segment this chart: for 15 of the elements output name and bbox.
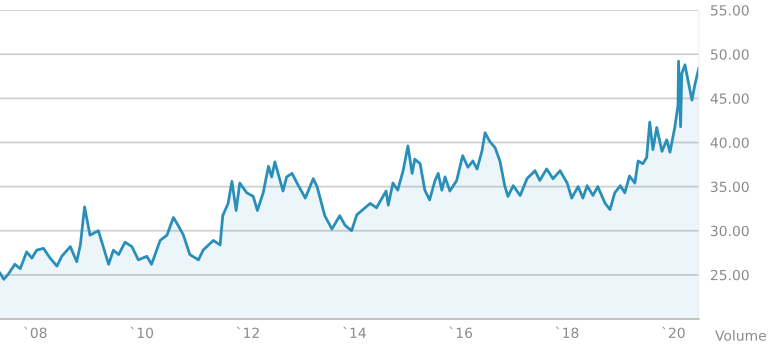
y-tick-label: 40.00 <box>710 137 749 148</box>
x-tick-label: `16 <box>449 326 472 338</box>
x-tick-label: `10 <box>130 326 154 338</box>
y-tick-label: 25.00 <box>710 270 749 280</box>
x-tick-label: `12 <box>236 326 259 338</box>
y-tick-label: 35.00 <box>710 182 749 192</box>
text: Volume <box>715 330 766 341</box>
y-tick-label: 50.00 <box>710 49 749 60</box>
x-tick-label: `20 <box>662 326 685 338</box>
y-tick-label: 55.00 <box>710 5 749 16</box>
x-tick-label: `18 <box>556 326 578 338</box>
x-tick-label: `14 <box>343 326 366 338</box>
x-tick-label: `08 <box>24 326 47 338</box>
y-tick-label: 30.00 <box>710 226 749 236</box>
y-tick-label: 45.00 <box>710 93 749 104</box>
